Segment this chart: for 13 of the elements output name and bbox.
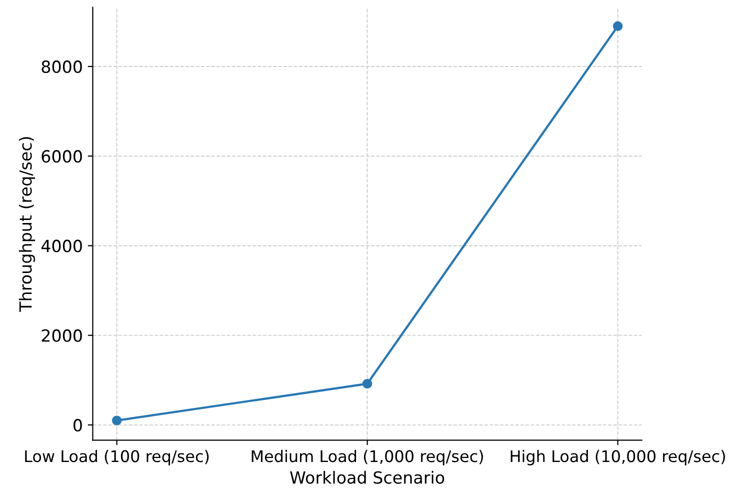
x-tick-label: High Load (10,000 req/sec) xyxy=(510,450,725,466)
x-tick-label: Medium Load (1,000 req/sec) xyxy=(252,450,483,466)
y-tick-label: 2000 xyxy=(42,329,82,342)
y-tick-label: 4000 xyxy=(41,240,82,252)
x-tick-label: Low Load (100 req/sec) xyxy=(25,450,209,466)
y-tick-label: 6000 xyxy=(42,150,82,163)
x-axis-title: Workload Scenario xyxy=(290,470,444,484)
y-axis-title: Throughput (req/sec) xyxy=(18,137,36,312)
point xyxy=(112,416,122,426)
point xyxy=(362,378,372,389)
y-tick-label: 0 xyxy=(74,418,82,432)
y-tick-label: 8000 xyxy=(42,60,82,74)
point xyxy=(612,21,623,31)
